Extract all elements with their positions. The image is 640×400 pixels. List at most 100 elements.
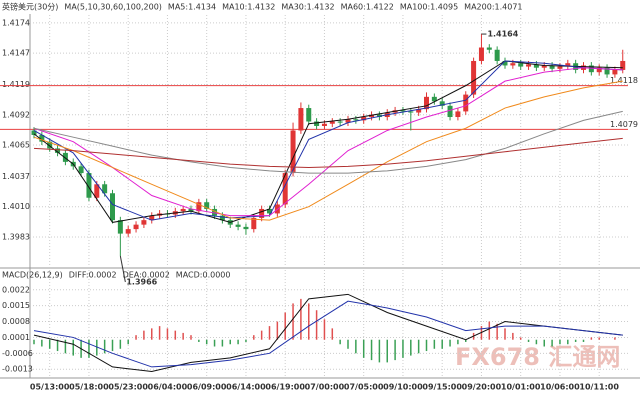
y-tick-label: -0.0013 <box>2 365 33 374</box>
annotation: 1.3966 <box>126 278 157 287</box>
candle-body <box>463 94 469 112</box>
series-line <box>33 293 623 372</box>
candle-body <box>361 117 367 121</box>
x-tick-label: 09/10:00 <box>383 383 423 392</box>
y-tick-label: 1.4147 <box>2 49 30 58</box>
y-tick-label: 1.4174 <box>2 18 30 27</box>
y-tick-label: 0.0008 <box>2 317 30 326</box>
x-tick-label: 10/01:00 <box>501 383 541 392</box>
candle-body <box>329 121 335 124</box>
candle-body <box>86 173 92 198</box>
candle-body <box>62 152 68 162</box>
candle-body <box>408 111 414 113</box>
series-line <box>33 137 623 168</box>
candle-body <box>55 148 61 153</box>
y-tick-label: 1.4119 <box>2 80 30 89</box>
candle-body <box>541 65 547 68</box>
candle-body <box>478 47 484 61</box>
candle-body <box>533 64 539 68</box>
x-tick-label: 09/20:00 <box>462 383 502 392</box>
y-tick-label: 1.3983 <box>2 232 30 241</box>
candle-body <box>353 119 359 121</box>
candle-body <box>502 60 508 66</box>
candle-body <box>416 109 422 113</box>
candle-body <box>235 224 241 227</box>
candle-body <box>212 208 218 216</box>
x-tick-label: 07/00:00 <box>305 383 345 392</box>
x-tick-label: 06/14:00 <box>226 383 266 392</box>
candle-body <box>290 130 296 174</box>
x-tick-label: 05/23:00 <box>108 383 148 392</box>
x-tick-label: 07/05:00 <box>344 383 384 392</box>
x-tick-label: 09/15:00 <box>422 383 462 392</box>
candle-body <box>588 65 594 73</box>
y-tick-label: 1.4010 <box>2 202 30 211</box>
legend-entry: MACD:0.0000 <box>176 271 231 280</box>
candle-body <box>596 67 602 73</box>
candle-body <box>321 123 327 126</box>
legend-entry: MA5:1.4134 <box>168 3 216 12</box>
candle-body <box>345 119 351 123</box>
legend-entry: MA200:1.4071 <box>464 3 522 12</box>
candle-body <box>243 226 249 230</box>
legend-entry: 英镑美元(30分) <box>2 2 58 12</box>
candle-body <box>400 110 406 112</box>
candle-body <box>620 60 626 70</box>
legend-entry: MA100:1.4095 <box>400 3 458 12</box>
x-tick-label: 05/13:00 <box>30 383 70 392</box>
x-tick-label: 06/19:00 <box>265 383 305 392</box>
x-tick-label: 10/06:00 <box>540 383 580 392</box>
candle-body <box>219 215 225 221</box>
y-tick-label: 0.0022 <box>2 285 30 294</box>
legend-entry: MA30:1.4132 <box>281 3 334 12</box>
legend-entry: DEA:0.0002 <box>123 271 170 280</box>
candle-body <box>447 105 453 118</box>
candle-body <box>604 67 610 75</box>
series-line <box>33 60 623 221</box>
y-tick-label: 1.4092 <box>2 110 30 119</box>
candle-body <box>439 101 445 106</box>
candle-body <box>110 193 115 221</box>
candle-body <box>518 63 524 67</box>
candle-body <box>39 134 45 142</box>
x-tick-label: 06/04:00 <box>148 383 188 392</box>
candle-body <box>251 217 257 230</box>
x-tick-label: 10/11:00 <box>579 383 619 392</box>
candle-body <box>204 202 210 209</box>
candle-body <box>431 96 437 102</box>
annotation-leader <box>119 255 126 283</box>
candle-body <box>31 130 37 135</box>
candle-body <box>259 208 265 218</box>
candle-body <box>267 208 272 214</box>
candle-body <box>125 229 131 234</box>
y-tick-label: 1.4037 <box>2 172 30 181</box>
candle-body <box>455 111 461 118</box>
legend-entry: DIFF:0.0002 <box>69 271 117 280</box>
x-tick-label: 05/18:00 <box>69 383 109 392</box>
watermark: FX678 汇通网 <box>455 343 620 371</box>
candle-body <box>149 215 155 221</box>
candle-body <box>424 96 429 110</box>
annotation: 1.4164 <box>487 30 518 39</box>
candle-body <box>141 220 147 225</box>
series-line <box>33 80 623 221</box>
series-line <box>33 67 623 217</box>
candle-body <box>486 47 492 50</box>
candle-body <box>314 121 320 126</box>
reference-label: 1.4118 <box>610 76 638 85</box>
y-tick-label: -0.0006 <box>2 349 33 358</box>
candle-body <box>188 208 194 212</box>
series-line <box>33 110 623 174</box>
legend-entry: MA(5,10,30,60,100,200) <box>64 3 162 12</box>
legend-entry: MA10:1.4132 <box>222 3 275 12</box>
reference-label: 1.4079 <box>610 120 638 129</box>
candle-body <box>369 114 375 118</box>
candle-body <box>180 208 186 212</box>
candle-body <box>133 224 139 230</box>
candle-body <box>337 121 343 123</box>
series-line <box>33 60 623 223</box>
candle-body <box>471 60 477 95</box>
series-line <box>33 300 623 368</box>
y-tick-label: 1.4065 <box>2 141 30 150</box>
